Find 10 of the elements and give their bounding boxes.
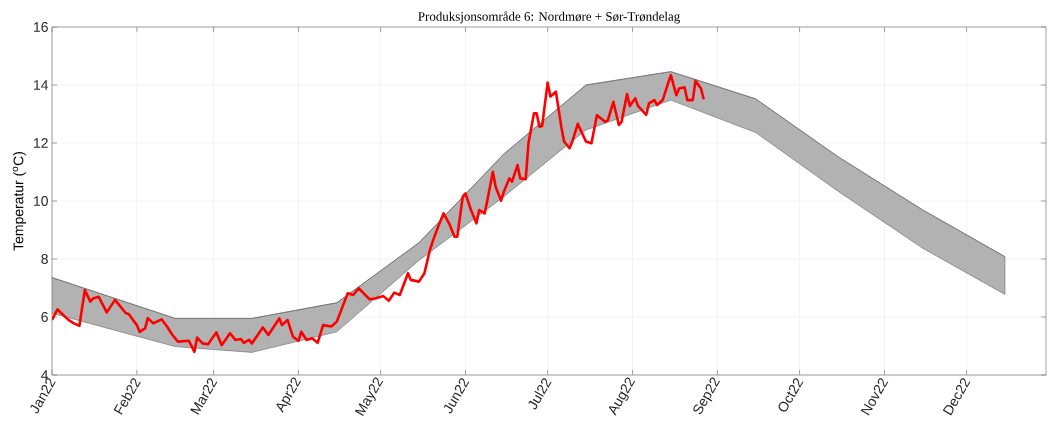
y-axis-title: Temperatur ($^{o}$C) <box>12 152 27 251</box>
chart-title: Produksjonsområde 6: Nordmøre + Sør-Trøndelag <box>418 11 680 24</box>
y-tick-label: 12 <box>34 138 48 148</box>
y-tick-label: 8 <box>41 254 48 264</box>
y-tick-label: 10 <box>34 196 48 206</box>
y-tick-label: 14 <box>34 80 49 90</box>
y-tick-label: 4 <box>41 370 49 380</box>
y-tick-label: 6 <box>41 312 48 322</box>
line-series <box>52 73 706 354</box>
y-tick-label: 16 <box>34 22 48 32</box>
